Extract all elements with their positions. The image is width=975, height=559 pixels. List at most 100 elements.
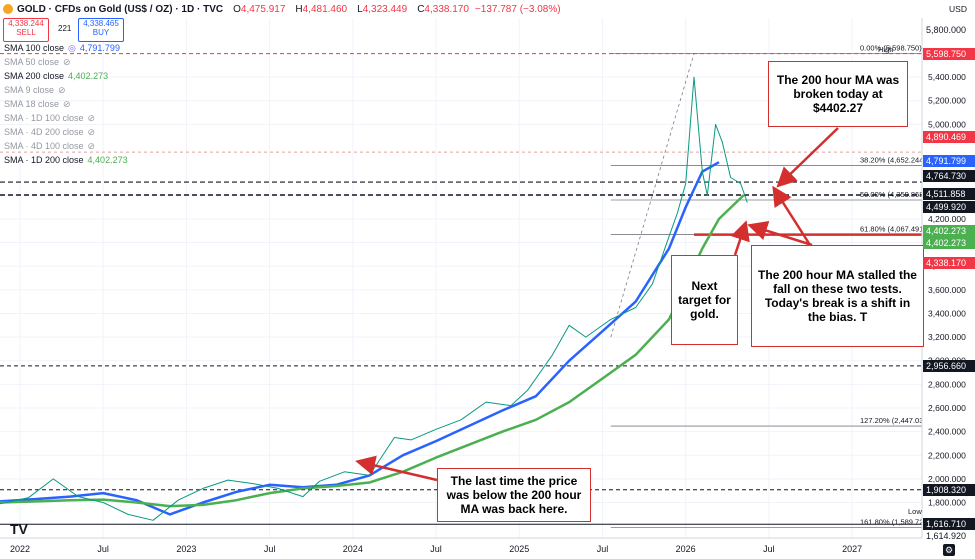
- y-tick-label: 2,800.000: [928, 379, 966, 389]
- arrow-to-target: [730, 220, 750, 256]
- price-tag: 4,890.469: [923, 131, 975, 144]
- high-value: H4,481.460: [295, 3, 348, 15]
- gold-symbol-icon: [3, 4, 13, 14]
- eye-off-icon[interactable]: ⊘: [63, 99, 71, 109]
- price-tag: 4,764.730: [923, 170, 975, 183]
- annotation-box-last-time: The last time the price was below the 20…: [437, 468, 591, 522]
- fib-label: 127.20% (2,447.033): [860, 416, 931, 425]
- x-tick-label: 2023: [176, 544, 196, 554]
- change-value: −137.787 (−3.08%): [474, 3, 561, 15]
- eye-icon[interactable]: ◎: [68, 43, 76, 53]
- indicator-sma9[interactable]: SMA 9 close ⊘: [4, 85, 66, 95]
- indicator-sma200[interactable]: SMA 200 close 4,402.273: [4, 71, 109, 81]
- series-sma-100-close: [0, 161, 720, 516]
- series-sma-200-close: [0, 194, 745, 508]
- fib-label: 0.00% (5,598.750): [860, 44, 922, 53]
- eye-off-icon[interactable]: ⊘: [87, 113, 96, 123]
- currency-label: USD: [949, 4, 967, 14]
- indicator-sma-4d100[interactable]: SMA · 4D 100 close ⊘: [4, 141, 96, 151]
- annotation-box-ma-broken: The 200 hour MA was broken today at $440…: [768, 61, 908, 127]
- chart-series: [0, 76, 748, 521]
- buy-price: 4,338.465: [83, 19, 119, 28]
- series-price: [0, 76, 748, 521]
- price-tag: 4,499.920: [923, 201, 975, 214]
- price-tag: 4,791.799: [923, 154, 975, 167]
- arrow-to-last-cross: [355, 455, 438, 482]
- eye-off-icon[interactable]: ⊘: [87, 141, 96, 151]
- open-value: O4,475.917: [233, 3, 286, 15]
- y-tick-label: 3,200.000: [928, 332, 966, 342]
- tradingview-logo[interactable]: TV: [10, 521, 28, 537]
- y-tick-label: 1,800.000: [928, 498, 966, 508]
- annotation-arrows: [355, 127, 839, 482]
- x-tick-label: 2022: [10, 544, 30, 554]
- price-tag: 2,956.660: [923, 359, 975, 372]
- eye-off-icon[interactable]: ⊘: [58, 85, 66, 95]
- y-tick-label: 2,000.000: [928, 474, 966, 484]
- x-tick-label: Jul: [597, 544, 609, 554]
- price-tag: 1,616.710: [923, 518, 975, 531]
- y-tick-label: 2,600.000: [928, 403, 966, 413]
- price-tag: 4,338.170: [923, 256, 975, 269]
- chart-header: GOLD · CFDs on Gold (US$ / OZ) · 1D · TV…: [0, 0, 561, 18]
- x-tick-label: 2024: [343, 544, 363, 554]
- annotation-box-ma-stalled: The 200 hour MA stalled the fall on thes…: [751, 245, 924, 347]
- fib-trend-line: [610, 53, 695, 338]
- arrow-to-test-1: [772, 185, 812, 246]
- buy-label: BUY: [92, 28, 110, 37]
- annotation-box-next-target: Next target for gold.: [671, 255, 738, 345]
- y-axis-panel: [922, 0, 975, 559]
- indicator-sma100[interactable]: SMA 100 close ◎ 4,791.799: [4, 43, 120, 53]
- price-tag: 1,614.920: [923, 530, 975, 543]
- sell-label: SELL: [16, 28, 36, 37]
- close-value: C4,338.170: [417, 3, 469, 15]
- x-axis: 2022 Jul 2023 Jul 2024 Jul 2025 Jul 2026 Jul 2027: [0, 537, 922, 554]
- price-tag: 5,800.000: [923, 23, 975, 36]
- y-axis: 1,800.000 2,000.000 2,200.000 2,400.000 2,60…: [921, 0, 975, 559]
- y-tick-label: 2,400.000: [928, 427, 966, 437]
- x-tick-label: 2026: [676, 544, 696, 554]
- price-tag: 4,402.273: [923, 237, 975, 249]
- y-tick-label: 4,200.000: [928, 214, 966, 224]
- arrow-to-test-2: [747, 220, 813, 247]
- fib-label: 50.00% (4,359.868): [860, 190, 926, 199]
- fib-label: 161.80% (1,589.726): [860, 517, 931, 526]
- indicator-sma-4d200[interactable]: SMA · 4D 200 close ⊘: [4, 127, 96, 137]
- price-tag: 4,511.858: [923, 188, 975, 201]
- high-label: High: [878, 45, 894, 54]
- fib-label: 61.80% (4,067.491): [860, 225, 926, 234]
- y-tick-label: 2,200.000: [928, 450, 966, 460]
- x-tick-label: Jul: [264, 544, 276, 554]
- low-value: L4,323.449: [357, 3, 408, 15]
- horizontal-lines: [0, 53, 922, 525]
- price-tag: 4,402.273: [923, 225, 975, 237]
- indicator-sma-1d200[interactable]: SMA · 1D 200 close 4,402.273: [4, 155, 128, 165]
- indicator-sma18[interactable]: SMA 18 close ⊘: [4, 99, 71, 109]
- y-tick-label: 5,200.000: [928, 96, 966, 106]
- fib-label: 38.20% (4,652.244): [860, 155, 926, 164]
- symbol-title[interactable]: GOLD · CFDs on Gold (US$ / OZ) · 1D · TV…: [17, 3, 224, 15]
- x-tick-label: Jul: [430, 544, 442, 554]
- price-tag: 1,908.320: [923, 483, 975, 496]
- indicator-sma-1d100[interactable]: SMA · 1D 100 close ⊘: [4, 113, 96, 123]
- x-tick-label: 2025: [509, 544, 529, 554]
- price-tag: 5,598.750: [923, 47, 975, 60]
- sell-button[interactable]: 4,338.244 SELL: [3, 18, 49, 42]
- settings-gear-icon[interactable]: ⚙: [943, 544, 955, 556]
- low-label: Low: [908, 507, 922, 516]
- eye-off-icon[interactable]: ⊘: [87, 127, 96, 137]
- y-tick-label: 5,400.000: [928, 72, 966, 82]
- x-tick-label: Jul: [763, 544, 775, 554]
- y-tick-label: 5,000.000: [928, 119, 966, 129]
- x-tick-label: Jul: [97, 544, 109, 554]
- arrow-to-ma-break: [776, 127, 839, 188]
- y-tick-label: 3,600.000: [928, 285, 966, 295]
- spread-value: 221: [58, 24, 72, 33]
- eye-off-icon[interactable]: ⊘: [63, 57, 71, 67]
- y-tick-label: 3,400.000: [928, 308, 966, 318]
- sell-price: 4,338.244: [8, 19, 44, 28]
- indicator-sma50[interactable]: SMA 50 close ⊘: [4, 57, 71, 67]
- x-tick-label: 2027: [842, 544, 862, 554]
- buy-button[interactable]: 4,338.465 BUY: [78, 18, 124, 42]
